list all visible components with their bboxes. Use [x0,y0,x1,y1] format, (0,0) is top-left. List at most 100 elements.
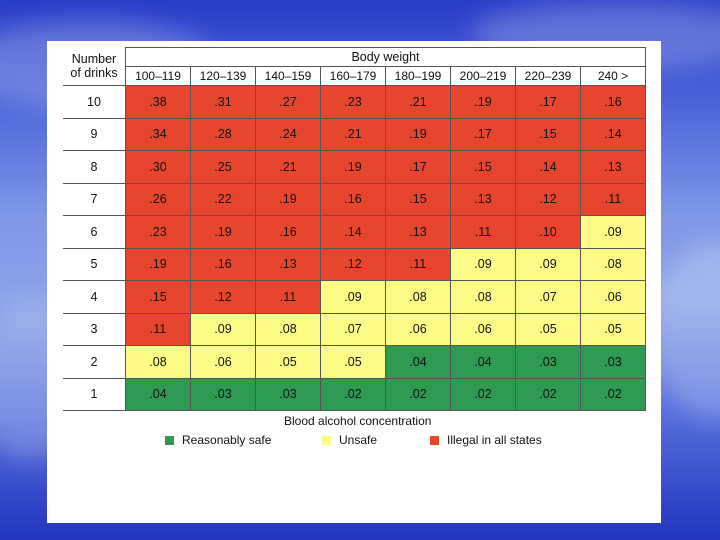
bac-cell: .03 [515,345,581,379]
bac-cell: .09 [515,247,581,281]
weight-range-label: 220–239 [515,66,581,86]
bac-cell: .21 [385,85,451,119]
weight-range-label: 140–159 [255,66,321,86]
bac-cell: .02 [385,377,451,411]
bac-cell: .27 [255,85,321,119]
bac-cell: .10 [515,215,581,249]
bac-cell: .13 [255,247,321,281]
bac-cell: .08 [450,280,516,314]
bac-cell: .38 [125,85,191,119]
bac-cell: .19 [320,150,386,184]
drinks-label: 5 [63,247,126,281]
bac-cell: .30 [125,150,191,184]
bac-table: Number of drinks Body weight 100–119 120–… [63,47,646,411]
drinks-label: 10 [63,85,126,119]
bac-cell: .04 [450,345,516,379]
bac-cell: .19 [450,85,516,119]
drinks-label: 7 [63,182,126,216]
bac-cell: .23 [320,85,386,119]
bac-cell: .07 [320,312,386,346]
bac-cell: .12 [190,280,256,314]
weight-range-label: 200–219 [450,66,516,86]
bac-cell: .05 [515,312,581,346]
bac-cell: .09 [580,215,646,249]
bac-cell: .11 [580,182,646,216]
row-header-line-2: of drinks [70,66,118,81]
bac-cell: .23 [125,215,191,249]
weight-range-label: 240 > [580,66,646,86]
bac-cell: .26 [125,182,191,216]
bac-cell: .22 [190,182,256,216]
bac-cell: .06 [450,312,516,346]
bac-cell: .03 [255,377,321,411]
bac-cell: .13 [450,182,516,216]
bac-cell: .09 [320,280,386,314]
bac-cell: .04 [385,345,451,379]
bac-cell: .24 [255,117,321,151]
bac-cell: .25 [190,150,256,184]
row-header: Number of drinks [63,48,126,86]
bac-cell: .08 [580,247,646,281]
bac-cell: .05 [580,312,646,346]
legend-swatch [322,436,331,446]
bac-cell: .34 [125,117,191,151]
bac-cell: .15 [450,150,516,184]
bac-cell: .16 [580,85,646,119]
bac-cell: .21 [255,150,321,184]
drinks-label: 8 [63,150,126,184]
row-header-line-1: Number [71,52,117,67]
weight-range-label: 180–199 [385,66,451,86]
bac-cell: .19 [125,247,191,281]
legend-label: Reasonably safe [182,433,272,447]
bac-cell: .15 [125,280,191,314]
drinks-label: 1 [63,377,126,411]
bac-cell: .15 [515,117,581,151]
bac-cell: .14 [320,215,386,249]
table-row: 6.23.19.16.14.13.11.10.09 [63,215,646,249]
bac-cell: .14 [515,150,581,184]
drinks-label: 2 [63,345,126,379]
table-row: 8.30.25.21.19.17.15.14.13 [63,150,646,184]
table-row: 2.08.06.05.05.04.04.03.03 [63,345,646,379]
table-row: 9.34.28.24.21.19.17.15.14 [63,117,646,151]
bac-cell: .09 [450,247,516,281]
bac-cell: .05 [320,345,386,379]
drinks-label: 3 [63,312,126,346]
bac-cell: .14 [580,117,646,151]
bac-cell: .08 [385,280,451,314]
bac-cell: .07 [515,280,581,314]
table-body: 10.38.31.27.23.21.19.17.16 9.34.28.24.21.… [63,85,646,411]
legend-item: Unsafe [322,433,377,447]
weight-range-label: 100–119 [125,66,191,86]
weight-range-label: 120–139 [190,66,256,86]
bac-cell: .03 [190,377,256,411]
bac-cell: .11 [385,247,451,281]
bac-cell: .02 [515,377,581,411]
bac-cell: .05 [255,345,321,379]
bac-cell: .16 [320,182,386,216]
body-weight-header: Body weight [125,47,646,67]
table-row: 3.11.09.08.07.06.06.05.05 [63,312,646,346]
bac-cell: .08 [255,312,321,346]
bac-cell: .02 [450,377,516,411]
bac-cell: .16 [190,247,256,281]
bac-cell: .12 [515,182,581,216]
legend-label: Unsafe [339,433,378,447]
bac-cell: .16 [255,215,321,249]
bac-cell: .02 [580,377,646,411]
bac-cell: .06 [385,312,451,346]
bac-cell: .19 [385,117,451,151]
bac-cell: .08 [125,345,191,379]
bac-cell: .17 [385,150,451,184]
legend-label: Illegal in all states [447,433,542,447]
legend-swatch [430,436,439,446]
drinks-label: 4 [63,280,126,314]
bac-cell: .03 [580,345,646,379]
drinks-label: 9 [63,117,126,151]
weight-range-label: 160–179 [320,66,386,86]
bac-cell: .13 [580,150,646,184]
chart-caption: Blood alcohol concentration [284,414,432,428]
bac-cell: .19 [255,182,321,216]
bac-cell: .02 [320,377,386,411]
bac-cell: .06 [190,345,256,379]
